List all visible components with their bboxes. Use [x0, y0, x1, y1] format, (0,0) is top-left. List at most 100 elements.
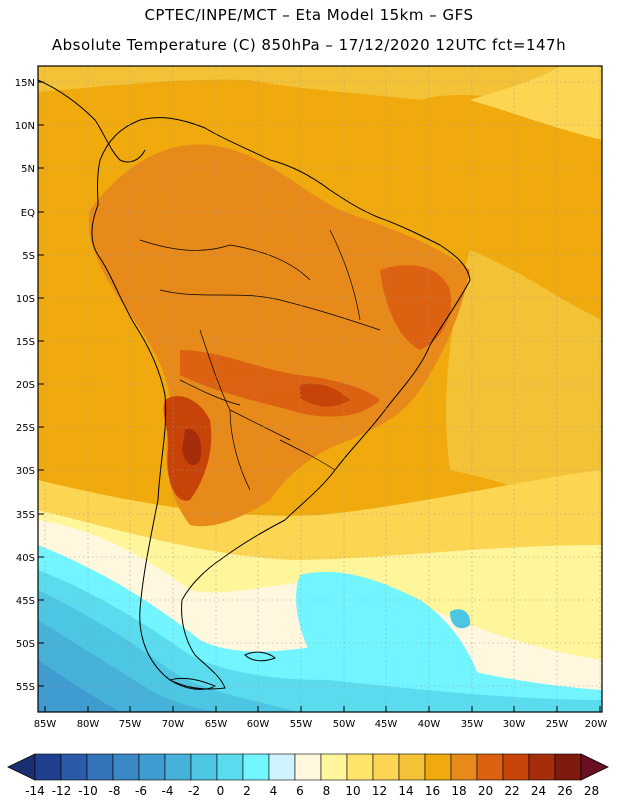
lat-label-55s: 55S	[16, 682, 35, 693]
cb-label-m4: -4	[162, 784, 174, 798]
field-atlantic-light	[446, 250, 602, 520]
cb-label-4: 4	[270, 784, 278, 798]
lat-label-5n: 5N	[21, 164, 35, 175]
colorbar-cell-17	[476, 753, 504, 781]
colorbar: -14 -12 -10 -8 -6 -4 -2 0 2 4 6 8 10 12 …	[7, 753, 609, 798]
colorbar-cell-3	[112, 753, 140, 781]
colorbar-cell-2	[86, 753, 114, 781]
cb-label-m12: -12	[52, 784, 72, 798]
cb-label-2: 2	[243, 784, 251, 798]
cb-label-14: 14	[398, 784, 413, 798]
lon-label-25w: 25W	[546, 719, 569, 730]
colorbar-cell-9	[268, 753, 296, 781]
lon-label-20w: 20W	[585, 719, 608, 730]
lon-label-80w: 80W	[77, 719, 100, 730]
lon-label-60w: 60W	[247, 719, 270, 730]
colorbar-cell-15	[424, 753, 452, 781]
field-north-yellow	[38, 66, 602, 100]
colorbar-under-arrow	[7, 753, 36, 781]
border-4	[179, 379, 241, 406]
temperature-field	[38, 66, 602, 712]
lon-label-40w: 40W	[418, 719, 441, 730]
coastlines	[38, 79, 471, 690]
cb-label-26: 26	[557, 784, 572, 798]
falkland-islands	[244, 651, 276, 662]
colorbar-cell-7	[216, 753, 244, 781]
colorbar-cell-19	[528, 753, 556, 781]
cb-label-16: 16	[425, 784, 440, 798]
lon-label-65w: 65W	[205, 719, 228, 730]
lon-label-75w: 75W	[119, 719, 142, 730]
lat-label-10n: 10N	[15, 121, 35, 132]
south-america-coast	[91, 117, 471, 690]
lat-label-25s: 25S	[16, 423, 35, 434]
colorbar-over-arrow	[580, 753, 609, 781]
colorbar-cell-11	[320, 753, 348, 781]
field-south-blue-3	[38, 660, 120, 712]
colorbar-cell-5	[164, 753, 192, 781]
lon-label-45w: 45W	[375, 719, 398, 730]
longitude-axis: 85W 80W 75W 70W 65W 60W 55W 50W 45W 40W …	[34, 706, 608, 730]
latitude-axis: 15N 10N 5N EQ 5S 10S 15S 20S 25S 30S 35S…	[15, 78, 44, 693]
colorbar-cell-18	[502, 753, 530, 781]
colorbar-cell-1	[60, 753, 88, 781]
lat-label-40s: 40S	[16, 553, 35, 564]
central-america-coast	[38, 79, 146, 163]
colorbar-cell-0	[34, 753, 62, 781]
country-borders	[139, 229, 381, 491]
lat-label-20s: 20S	[16, 380, 35, 391]
border-1	[139, 239, 311, 281]
map-title-line-1: CPTEC/INPE/MCT – Eta Model 15km – GFS	[144, 6, 474, 24]
lon-label-85w: 85W	[34, 719, 57, 730]
cb-label-12: 12	[372, 784, 387, 798]
lat-label-10s: 10S	[16, 294, 35, 305]
field-cold-pool	[296, 571, 480, 687]
lon-label-70w: 70W	[162, 719, 185, 730]
cb-label-m2: -2	[188, 784, 200, 798]
colorbar-cell-8	[242, 753, 270, 781]
cb-label-6: 6	[296, 784, 304, 798]
lon-label-30w: 30W	[503, 719, 526, 730]
cb-label-8: 8	[323, 784, 331, 798]
map-title-line-2: Absolute Temperature (C) 850hPa – 17/12/…	[51, 36, 567, 54]
border-7	[329, 229, 361, 321]
colorbar-cell-6	[190, 753, 218, 781]
border-6	[279, 439, 336, 471]
colorbar-cell-13	[372, 753, 400, 781]
cb-label-m6: -6	[135, 784, 147, 798]
lat-label-50s: 50S	[16, 639, 35, 650]
lat-label-5s: 5S	[22, 251, 35, 262]
colorbar-cell-14	[398, 753, 426, 781]
lon-label-50w: 50W	[333, 719, 356, 730]
colorbar-cells	[34, 753, 582, 781]
lon-label-55w: 55W	[290, 719, 313, 730]
colorbar-cell-16	[450, 753, 478, 781]
cb-label-m14: -14	[25, 784, 45, 798]
cb-label-m10: -10	[78, 784, 98, 798]
field-small-cold	[450, 609, 471, 629]
lat-label-30s: 30S	[16, 466, 35, 477]
colorbar-cell-12	[346, 753, 374, 781]
lon-label-35w: 35W	[461, 719, 484, 730]
field-ne-yellow	[470, 66, 602, 140]
lat-label-35s: 35S	[16, 510, 35, 521]
border-5	[229, 409, 251, 491]
cb-label-10: 10	[345, 784, 360, 798]
border-3	[199, 329, 291, 441]
colorbar-cell-4	[138, 753, 166, 781]
cb-label-0: 0	[217, 784, 225, 798]
colorbar-cell-20	[554, 753, 582, 781]
lat-label-eq: EQ	[21, 208, 35, 219]
cb-label-18: 18	[451, 784, 466, 798]
field-south-blue-2	[38, 620, 220, 712]
cb-label-28: 28	[584, 784, 599, 798]
field-hot-core-2	[300, 383, 350, 407]
field-hot-core-1	[182, 429, 202, 466]
cb-label-22: 22	[504, 784, 519, 798]
map-frame	[37, 65, 603, 713]
colorbar-cell-10	[294, 753, 322, 781]
tierra-del-fuego	[168, 677, 217, 690]
cb-label-20: 20	[478, 784, 493, 798]
lat-label-15n: 15N	[15, 78, 35, 89]
